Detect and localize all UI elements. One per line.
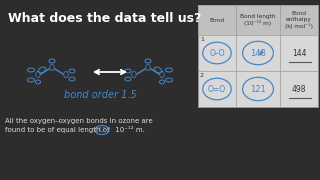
Text: 121: 121 (250, 84, 266, 93)
Text: 498: 498 (292, 84, 306, 93)
Text: found to be of equal length of: found to be of equal length of (5, 127, 112, 133)
Text: 1: 1 (200, 37, 204, 42)
Text: 144: 144 (292, 48, 306, 57)
Text: Bond
enthalpy
(kJ mol⁻¹): Bond enthalpy (kJ mol⁻¹) (285, 11, 313, 29)
Text: O=O: O=O (208, 84, 226, 93)
Bar (198, 5, 318, 35)
Text: O: O (49, 64, 55, 73)
Text: 10⁻¹² m.: 10⁻¹² m. (113, 127, 145, 133)
Text: Bond: Bond (210, 17, 225, 22)
Bar (198, 5, 318, 107)
Text: O–O: O–O (209, 48, 225, 57)
Text: Bond length
(10⁻¹² m): Bond length (10⁻¹² m) (240, 14, 276, 26)
Text: 2: 2 (200, 73, 204, 78)
Text: O: O (159, 71, 165, 80)
Text: O: O (35, 71, 41, 80)
Text: What does the data tell us?: What does the data tell us? (8, 12, 201, 25)
Text: All the oxygen–oxygen bonds in ozone are: All the oxygen–oxygen bonds in ozone are (5, 118, 153, 124)
Text: 127: 127 (97, 127, 110, 133)
Text: 148: 148 (250, 48, 266, 57)
Text: O: O (63, 71, 69, 80)
Text: O: O (145, 64, 151, 73)
Text: O: O (131, 71, 137, 80)
Text: bond order 1.5: bond order 1.5 (64, 90, 136, 100)
